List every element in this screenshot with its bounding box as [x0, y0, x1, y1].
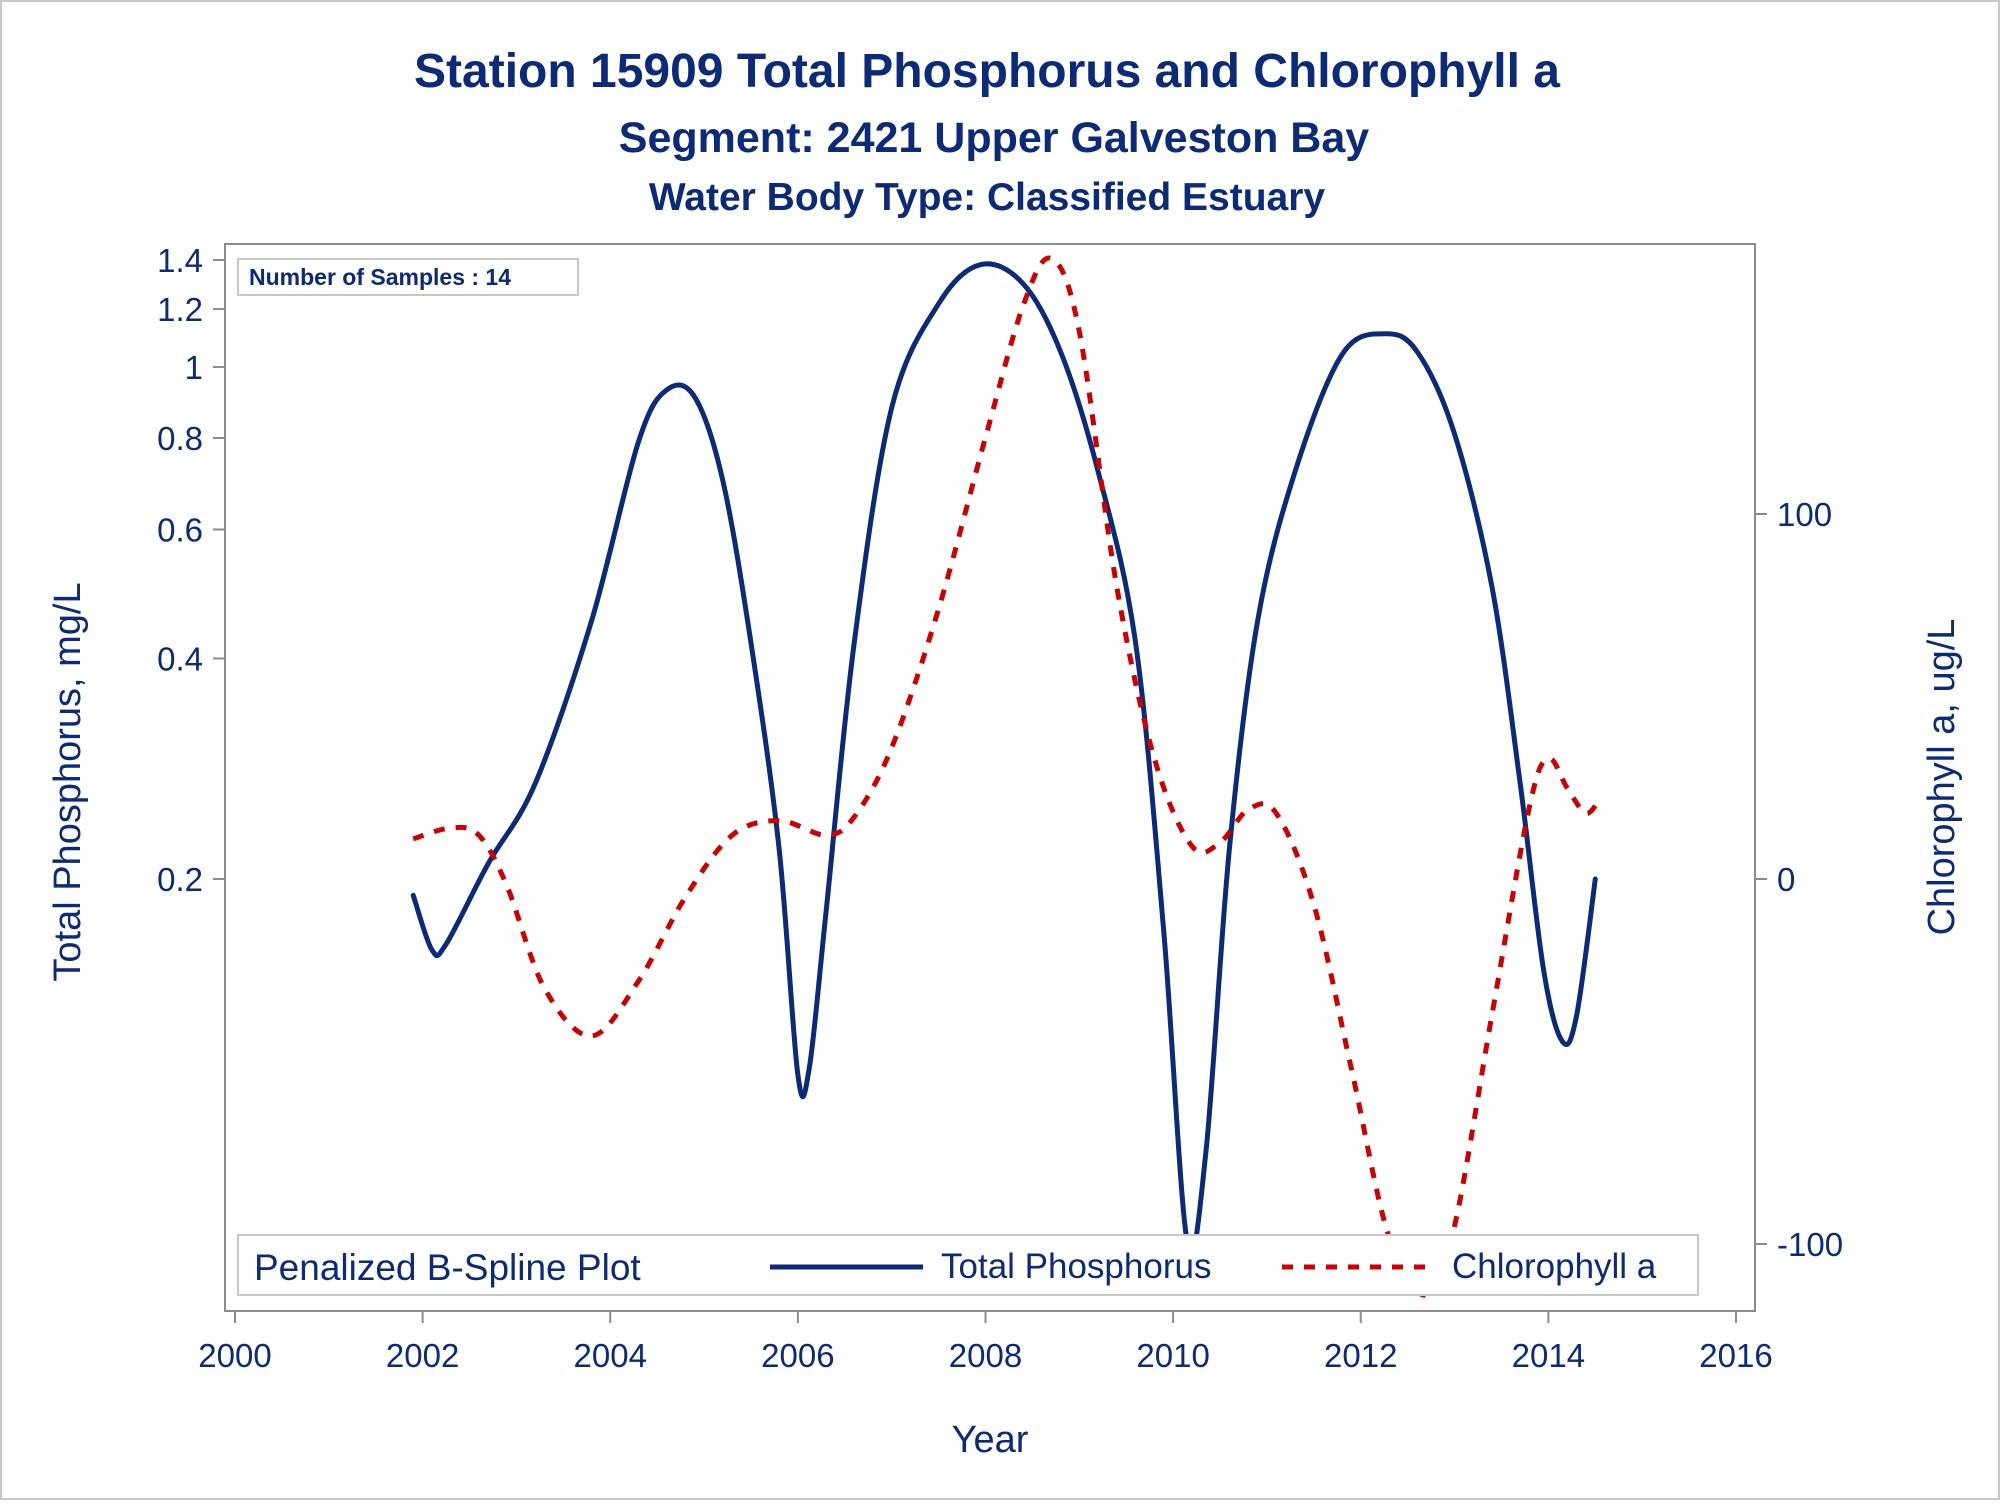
y-right-tick-label: -100: [1777, 1226, 1843, 1263]
y-left-tick-label: 0.2: [157, 861, 203, 898]
series-line-chlorophyll-a: [412, 255, 1602, 1298]
y-left-tick-label: 0.4: [157, 641, 203, 678]
x-tick-label: 2010: [1136, 1337, 1209, 1374]
legend-label-total-phosphorus: Total Phosphorus: [941, 1247, 1211, 1286]
plot-area: [224, 243, 1756, 1312]
x-axis-label: Year: [952, 1419, 1029, 1461]
x-tick-label: 2016: [1699, 1337, 1772, 1374]
y-left-tick-label: 0.6: [157, 512, 203, 549]
y-left-tick-label: 0.8: [157, 420, 203, 457]
x-tick-label: 2002: [386, 1337, 459, 1374]
x-tick-label: 2006: [761, 1337, 834, 1374]
series-line-total-phosphorus: [410, 261, 1598, 1255]
y-axis-left: 0.2 0.4 0.6 0.8 1 1.2 1.4: [157, 242, 225, 898]
legend-box: [237, 1234, 1699, 1296]
x-tick-label: 2012: [1324, 1337, 1397, 1374]
sample-count-box: [237, 258, 579, 296]
x-tick-label: 2008: [949, 1337, 1022, 1374]
y-right-tick-label: 0: [1777, 861, 1795, 898]
y-left-tick-label: 1.2: [157, 291, 203, 328]
x-axis: 2000 2002 2004 2006 2008 2010 2012 2014 2016: [198, 1311, 1773, 1374]
y-left-tick-label: 1.4: [157, 242, 203, 279]
legend-title: Penalized B-Spline Plot: [254, 1247, 641, 1288]
y-axis-right-label: Chlorophyll a, ug/L: [1921, 619, 1963, 936]
x-tick-label: 2004: [574, 1337, 647, 1374]
x-tick-label: 2014: [1512, 1337, 1585, 1374]
sample-count-label: Number of Samples : 14: [249, 264, 511, 290]
chart-subtitle-segment: Segment: 2421 Upper Galveston Bay: [619, 114, 1369, 162]
chart-subtitle-waterbody: Water Body Type: Classified Estuary: [649, 176, 1325, 219]
y-axis-left-label: Total Phosphorus, mg/L: [47, 582, 89, 981]
y-left-tick-label: 1: [185, 349, 203, 386]
x-tick-label: 2000: [198, 1337, 271, 1374]
legend-label-chlorophyll-a: Chlorophyll a: [1452, 1247, 1657, 1286]
y-axis-right: -100 0 100: [1755, 496, 1843, 1263]
y-right-tick-label: 100: [1777, 496, 1832, 533]
chart-title: Station 15909 Total Phosphorus and Chlor…: [414, 45, 1560, 98]
